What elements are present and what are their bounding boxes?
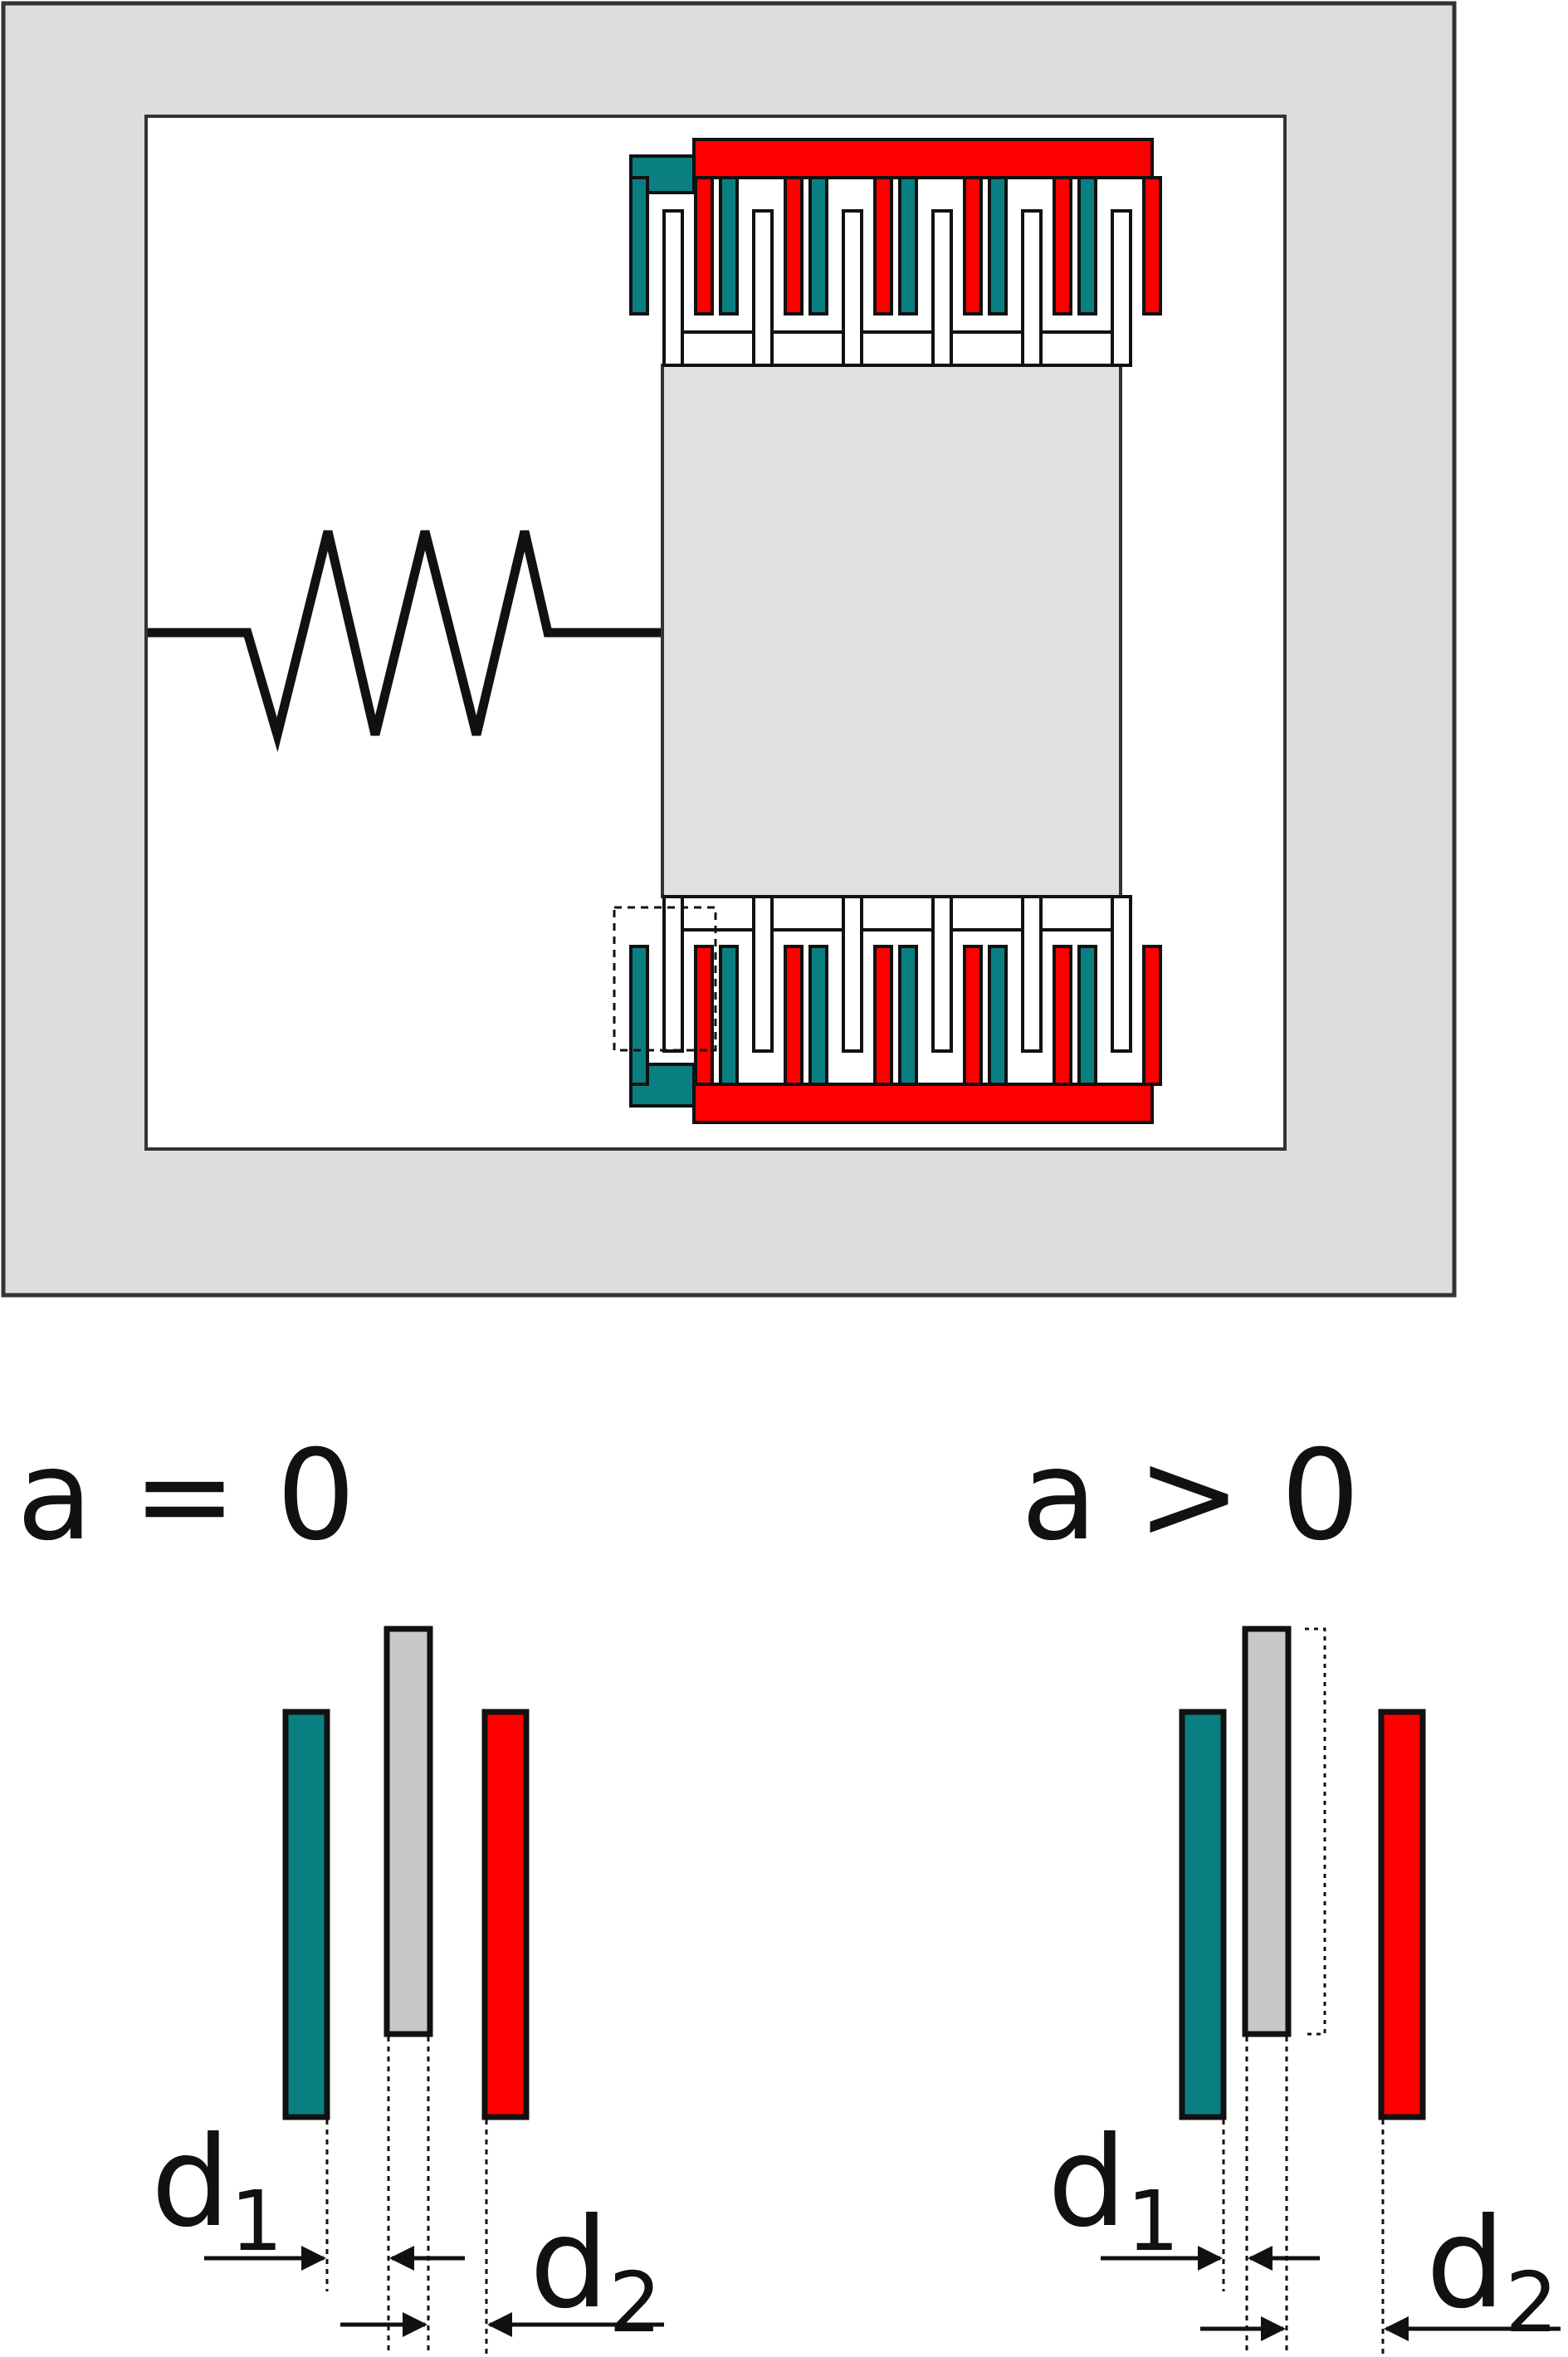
state-zero-label: a = 0 [17,1424,355,1568]
top-left-stator-base [629,154,696,194]
stator-finger [963,945,983,1086]
top-rotor-fingers [662,209,1132,367]
top-comb-drive [629,138,1162,367]
right-electrode [481,1709,530,2120]
moving-finger [383,1626,433,2037]
state-zero-detail: a = 0 d1 d2 [17,1424,664,2354]
stator-finger [784,945,804,1086]
stator-finger [1142,176,1162,315]
device-top-view [1,1,1457,1298]
stator-finger [988,176,1008,315]
stator-finger [784,176,804,315]
detail-highlight-box [613,906,717,1052]
rotor-finger [662,209,684,367]
stator-finger [873,176,893,315]
spring-icon [148,530,661,753]
moving-finger [1242,1626,1292,2037]
stator-finger [719,176,739,315]
stator-finger [1053,945,1072,1086]
top-right-stator-fingers [694,176,1162,315]
stator-finger [694,176,714,315]
rotor-finger [1021,895,1043,1053]
rotor-finger [842,895,863,1053]
stator-finger [873,945,893,1086]
rotor-finger [842,209,863,367]
stator-finger [963,176,983,315]
bottom-comb-drive [629,895,1162,1124]
right-electrode [1378,1709,1426,2120]
rotor-bar [770,330,845,367]
gap-guides [1222,2037,1385,2354]
gap2-label: d2 [530,2192,662,2351]
stator-finger [808,176,828,315]
rotor-bar [950,895,1024,932]
rotor-finger [1021,209,1043,367]
bottom-right-stator-fingers [694,945,1162,1086]
rotor-finger [1111,895,1132,1053]
stator-finger [898,945,918,1086]
stator-finger [808,945,828,1086]
rotor-finger [752,895,774,1053]
stator-finger [629,945,649,1086]
rotor-bar [681,895,755,932]
rotor-finger [931,895,953,1053]
stator-finger [719,945,739,1086]
stator-finger [694,945,714,1086]
gap-arrows [1101,2246,1561,2341]
bottom-right-stator-base [692,1083,1154,1124]
gap1-label: d1 [151,2110,283,2270]
gap-arrows [204,2246,664,2337]
stator-finger [988,945,1008,1086]
state-positive-detail: a > 0 d1 d2 [1021,1424,1561,2354]
state-positive-label: a > 0 [1021,1424,1360,1568]
rotor-bar [860,895,935,932]
rotor-bar [770,895,845,932]
rotor-bar [681,330,755,367]
stator-finger [629,176,649,315]
gap1-label: d1 [1048,2110,1180,2270]
stator-finger [1077,176,1097,315]
rest-position-outline [1305,1627,1326,2036]
left-electrode [282,1709,330,2120]
proof-mass [661,364,1122,898]
rotor-finger [1111,209,1132,367]
left-electrode [1179,1709,1227,2120]
bottom-left-stator-fingers [629,945,1097,1086]
stator-finger [898,176,918,315]
gap-guides [325,2037,488,2354]
gap2-label: d2 [1426,2192,1558,2351]
rotor-bar [1039,895,1114,932]
stator-finger [1142,945,1162,1086]
rotor-bar [950,330,1024,367]
rotor-finger [931,209,953,367]
stator-finger [1053,176,1072,315]
rotor-bar [860,330,935,367]
rotor-bar [1039,330,1114,367]
top-right-stator-base [692,138,1154,179]
bottom-rotor-fingers [662,895,1132,1053]
stator-finger [1077,945,1097,1086]
top-left-stator-fingers [629,176,1097,315]
rotor-finger [752,209,774,367]
rotor-finger [662,895,684,1053]
